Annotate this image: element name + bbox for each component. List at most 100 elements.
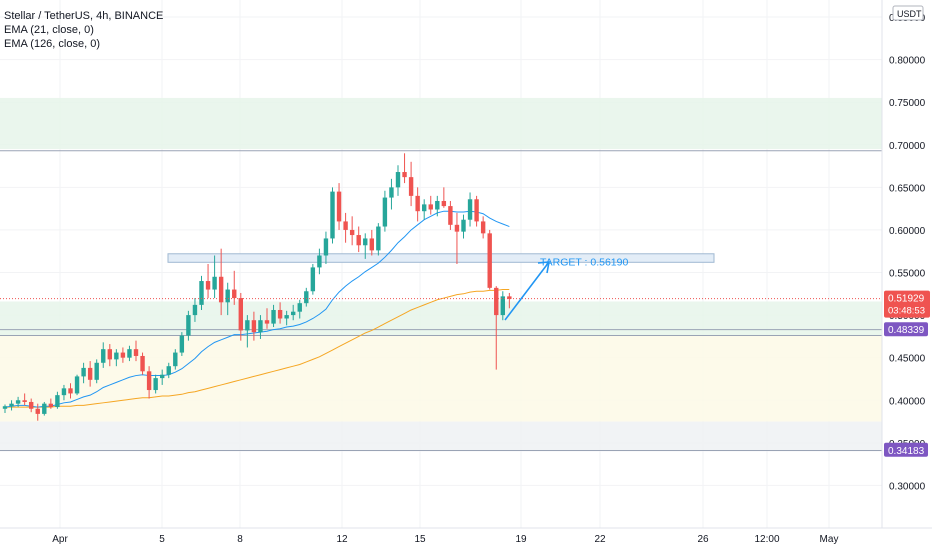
target-arrow[interactable] xyxy=(504,261,550,321)
candle-down[interactable] xyxy=(264,320,270,324)
y-tick-label: 0.70000 xyxy=(889,141,926,152)
candle-up[interactable] xyxy=(422,204,427,212)
candle-down[interactable] xyxy=(22,400,27,402)
candle-down[interactable] xyxy=(68,388,73,394)
candle-down[interactable] xyxy=(35,408,40,414)
y-tick-label: 0.75000 xyxy=(889,98,926,109)
candle-up[interactable] xyxy=(395,172,401,188)
candle-up[interactable] xyxy=(225,289,230,303)
zone-green xyxy=(0,97,882,150)
candle-down[interactable] xyxy=(474,199,479,222)
y-tick-label: 0.55000 xyxy=(889,269,926,280)
candle-down[interactable] xyxy=(349,229,355,236)
candle-up[interactable] xyxy=(114,352,119,360)
candle-up[interactable] xyxy=(94,362,99,380)
candle-up[interactable] xyxy=(199,281,204,305)
candle-up[interactable] xyxy=(376,226,381,251)
candle-up[interactable] xyxy=(9,403,14,407)
candle-up[interactable] xyxy=(330,191,335,239)
candle-up[interactable] xyxy=(2,406,8,409)
candle-down[interactable] xyxy=(356,235,361,246)
candle-down[interactable] xyxy=(480,221,486,234)
candle-up[interactable] xyxy=(258,320,263,333)
candle-up[interactable] xyxy=(389,187,394,198)
candle-up[interactable] xyxy=(435,200,440,210)
candle-up[interactable] xyxy=(291,311,296,316)
candle-up[interactable] xyxy=(61,388,67,396)
candle-up[interactable] xyxy=(297,303,302,312)
candle-up[interactable] xyxy=(179,335,185,353)
y-tick-label: 0.45000 xyxy=(889,354,926,365)
candle-up[interactable] xyxy=(160,374,165,379)
candle-down[interactable] xyxy=(48,403,54,408)
candle-up[interactable] xyxy=(186,315,191,336)
x-tick-label: Apr xyxy=(52,534,68,545)
candle-down[interactable] xyxy=(133,349,139,356)
candle-down[interactable] xyxy=(140,355,145,372)
candle-up[interactable] xyxy=(192,304,198,316)
candle-down[interactable] xyxy=(146,371,152,391)
candle-up[interactable] xyxy=(467,199,473,220)
candle-countdown: 03:48:53 xyxy=(888,306,925,317)
candle-up[interactable] xyxy=(382,197,388,227)
ema-21-line xyxy=(4,210,510,408)
candle-up[interactable] xyxy=(317,255,322,268)
candle-down[interactable] xyxy=(408,177,414,196)
candle-up[interactable] xyxy=(304,291,309,304)
candle-up[interactable] xyxy=(245,320,250,331)
candle-down[interactable] xyxy=(218,276,224,303)
candle-down[interactable] xyxy=(402,172,407,178)
candle-up[interactable] xyxy=(173,352,178,367)
candle-up[interactable] xyxy=(55,395,60,408)
candle-down[interactable] xyxy=(232,289,237,299)
candle-up[interactable] xyxy=(461,219,466,232)
candle-up[interactable] xyxy=(101,349,106,363)
resistance-box[interactable] xyxy=(167,253,715,263)
candle-up[interactable] xyxy=(323,238,329,256)
candle-down[interactable] xyxy=(428,204,433,210)
target-label: TARGET : 0.56190 xyxy=(540,256,628,268)
currency-badge[interactable] xyxy=(892,5,924,21)
price-axis[interactable] xyxy=(882,0,932,550)
x-tick-label: 22 xyxy=(594,534,606,545)
candle-down[interactable] xyxy=(415,195,420,212)
time-axis[interactable] xyxy=(0,528,932,550)
candle-down[interactable] xyxy=(205,281,211,290)
zone-green xyxy=(0,301,882,336)
candle-up[interactable] xyxy=(153,378,158,391)
candle-down[interactable] xyxy=(277,309,283,319)
candle-up[interactable] xyxy=(500,296,505,316)
candle-down[interactable] xyxy=(448,206,453,225)
current-price-value: 0.51929 xyxy=(888,294,925,305)
candle-up[interactable] xyxy=(15,400,21,404)
candle-down[interactable] xyxy=(454,224,460,232)
candle-down[interactable] xyxy=(487,233,492,288)
candle-down[interactable] xyxy=(87,367,93,380)
candle-down[interactable] xyxy=(29,401,34,409)
chart-title: Stellar / TetherUS, 4h, BINANCE xyxy=(4,10,164,22)
target-arrowhead xyxy=(537,261,550,274)
candle-up[interactable] xyxy=(42,403,47,414)
candle-up[interactable] xyxy=(363,238,368,246)
candle-up[interactable] xyxy=(310,267,316,292)
candle-down[interactable] xyxy=(336,191,342,222)
candle-up[interactable] xyxy=(127,349,132,358)
ema-21-label: EMA (21, close, 0) xyxy=(4,24,94,36)
candle-up[interactable] xyxy=(166,366,171,375)
candle-up[interactable] xyxy=(212,276,217,290)
candle-down[interactable] xyxy=(120,352,126,358)
candle-down[interactable] xyxy=(107,349,112,360)
candle-down[interactable] xyxy=(441,200,447,207)
candle-down[interactable] xyxy=(369,238,374,251)
candle-up[interactable] xyxy=(81,367,86,377)
candle-down[interactable] xyxy=(494,287,499,316)
candle-up[interactable] xyxy=(271,309,276,324)
candle-down[interactable] xyxy=(343,221,348,230)
candle-down[interactable] xyxy=(251,320,257,333)
candle-up[interactable] xyxy=(74,376,80,394)
candle-up[interactable] xyxy=(284,315,289,319)
candle-down[interactable] xyxy=(238,298,243,331)
candle-down[interactable] xyxy=(507,296,512,299)
